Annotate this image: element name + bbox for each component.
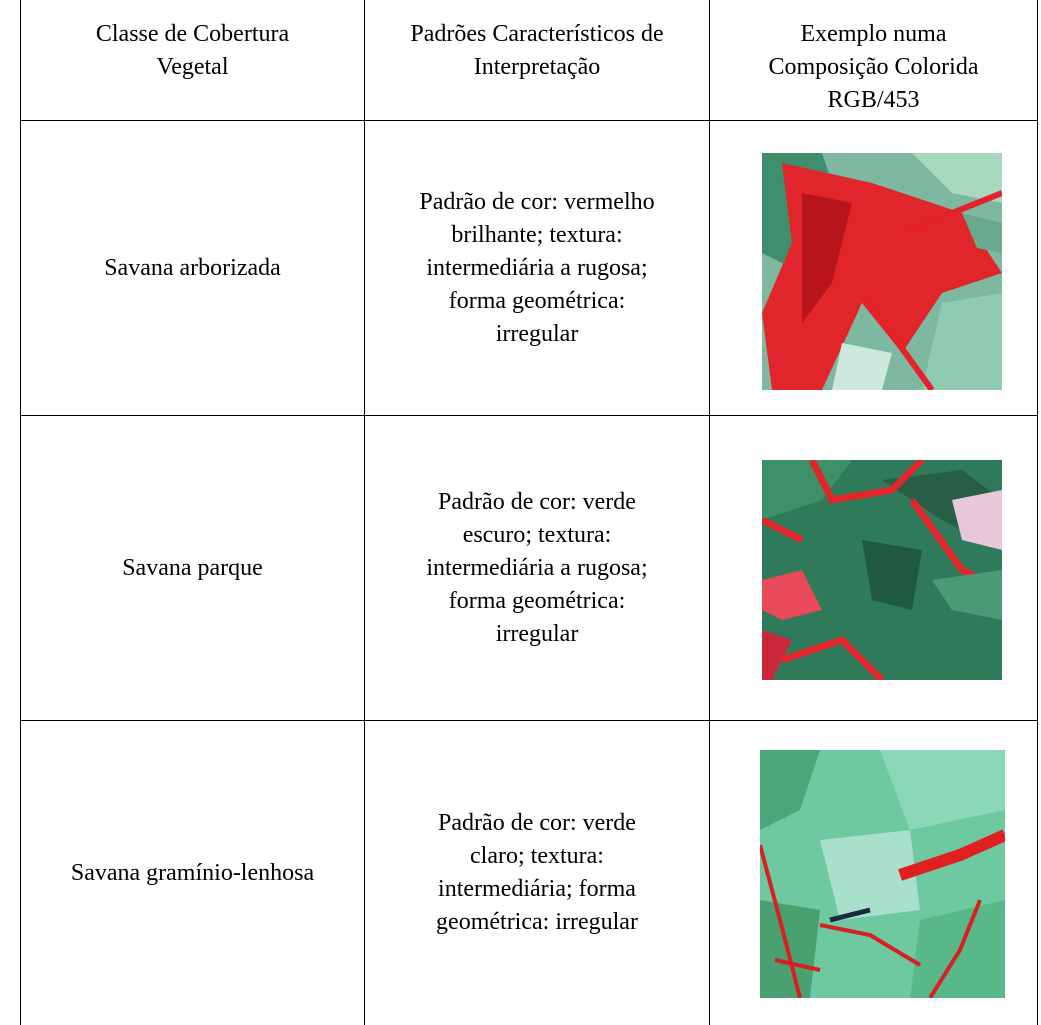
text-line: Padrão de cor: verde [438,488,636,515]
border [709,0,710,1025]
text-line: forma geométrica: [448,587,626,614]
text-line: Padrão de cor: vermelho [419,188,655,215]
text-line: intermediária a rugosa; [426,254,648,281]
text-line: irregular [495,620,579,647]
text-line: Exemplo numa [800,21,947,47]
text-line: Vegetal [156,54,229,80]
text-line: Padrão de cor: verde [438,810,636,836]
text-line: intermediária; forma [438,876,636,902]
text-line: geométrica: irregular [436,909,638,935]
text-line: RGB/453 [827,87,920,113]
satellite-image [762,153,1002,390]
header-cell: Exemplo numa Composição Colorida RGB/453 [710,18,1037,118]
satellite-image [760,750,1005,998]
pattern-cell: Padrão de cor: verde escuro; textura: inte… [365,416,709,720]
border [364,0,365,1025]
text-line: escuro; textura: [462,521,612,548]
text-line: Classe de Cobertura [95,21,290,47]
text-line: Interpretação [473,54,601,80]
text-line: Savana arborizada [104,254,281,281]
border [20,120,1038,121]
satellite-image [762,460,1002,680]
border [1037,0,1038,1025]
text-line: Savana gramínio-lenhosa [70,859,315,886]
border [20,720,1038,721]
class-cell: Savana arborizada [21,121,364,415]
text-line: irregular [495,320,579,347]
text-line: intermediária a rugosa; [426,554,648,581]
text-line: brilhante; textura: [451,221,623,248]
text-line: forma geométrica: [448,287,626,314]
header-cell: Padrões Característicos de Interpretação [365,18,709,88]
border [20,0,21,1025]
text-line: claro; textura: [470,843,604,869]
text-line: Padrões Característicos de [410,21,664,47]
class-cell: Savana gramínio-lenhosa [21,721,364,1025]
pattern-cell: Padrão de cor: verde claro; textura: inter… [365,721,709,1025]
header-cell: Classe de Cobertura Vegetal [21,18,364,88]
border [20,415,1038,416]
text-line: Composição Colorida [768,54,979,80]
class-cell: Savana parque [21,416,364,720]
pattern-cell: Padrão de cor: vermelho brilhante; textur… [365,121,709,415]
text-line: Savana parque [122,554,263,581]
